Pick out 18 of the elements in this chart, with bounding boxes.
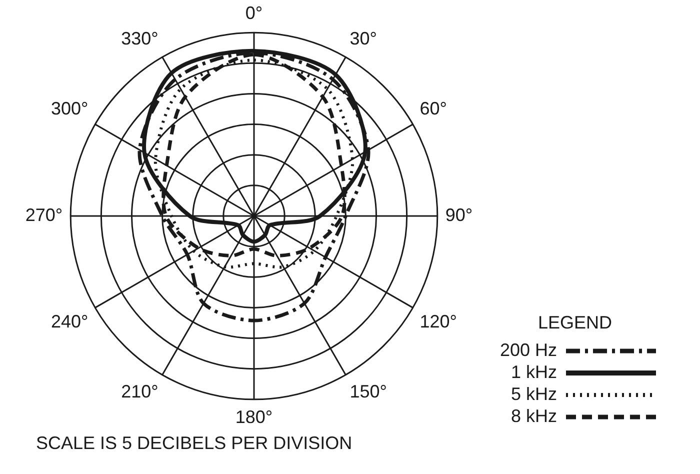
spoke-label: 90° bbox=[445, 204, 473, 225]
legend-label: 8 kHz bbox=[510, 406, 557, 426]
spoke-label: 120° bbox=[420, 311, 457, 332]
legend-label: 5 kHz bbox=[510, 384, 557, 404]
legend-label: 1 kHz bbox=[510, 362, 557, 382]
spoke-label: 180° bbox=[235, 407, 273, 428]
spoke-label: 60° bbox=[420, 98, 447, 118]
legend-label: 200 Hz bbox=[500, 340, 557, 360]
text: SCALE IS 5 DECIBELS PER DIVISION bbox=[36, 432, 352, 453]
spoke-label: 300° bbox=[51, 98, 88, 118]
legend-title: LEGEND bbox=[538, 312, 612, 332]
spoke-label: 30° bbox=[350, 28, 377, 48]
spoke-label: 150° bbox=[350, 382, 387, 402]
spoke-label: 240° bbox=[51, 311, 88, 332]
spoke-label: 270° bbox=[25, 204, 63, 225]
spoke-label: 330° bbox=[121, 28, 158, 48]
spoke-label: 0° bbox=[245, 2, 263, 23]
spoke-label: 210° bbox=[121, 382, 158, 402]
